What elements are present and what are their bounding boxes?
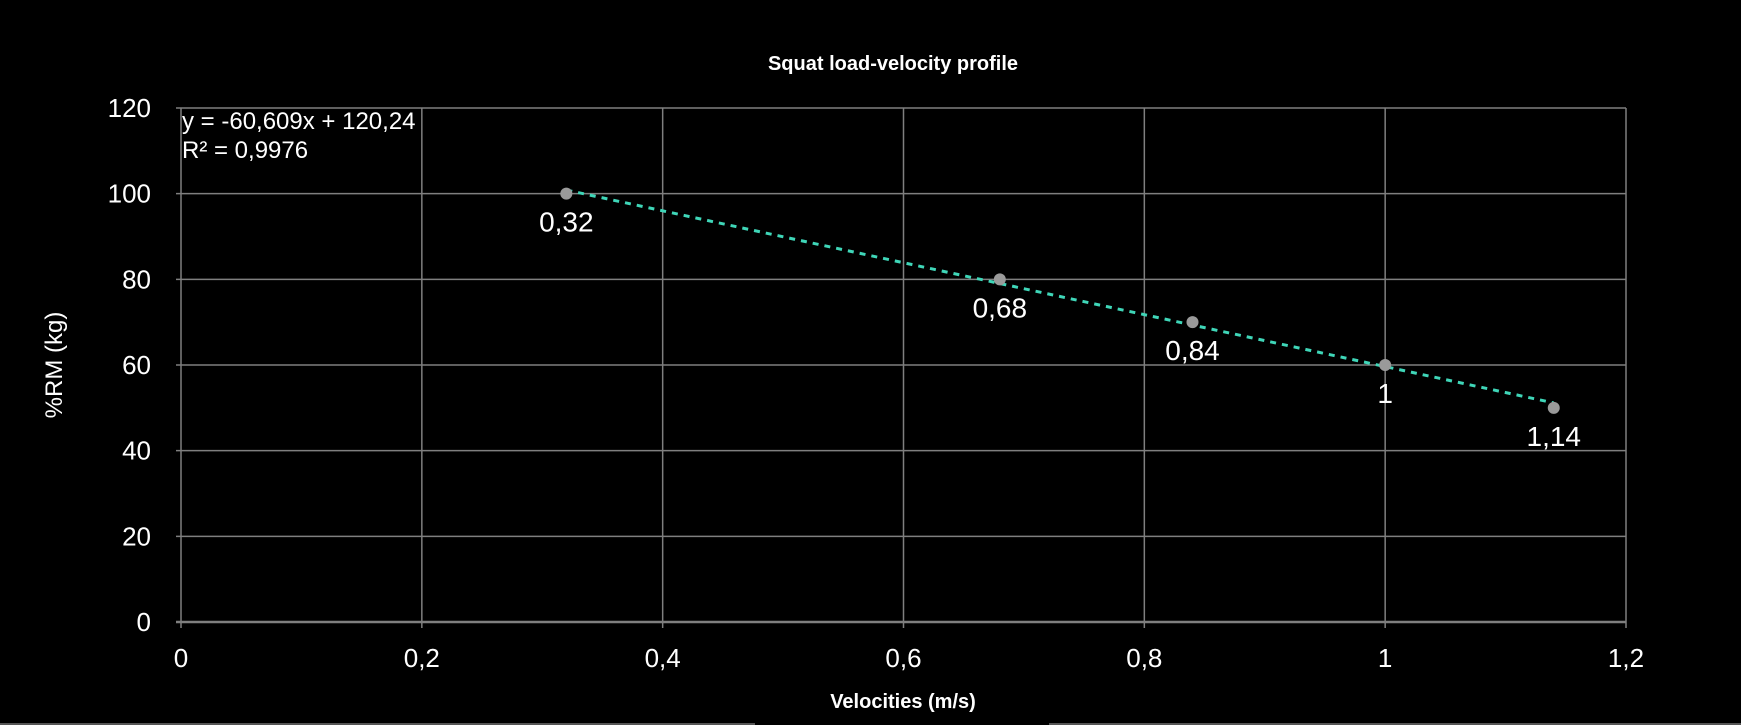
x-tick-label: 0 — [174, 643, 188, 673]
x-tick-label: 0,2 — [404, 643, 440, 673]
trendline-group — [566, 188, 1555, 405]
x-axis-title: Velocities (m/s) — [830, 691, 976, 713]
data-label: 0,68 — [973, 292, 1028, 323]
trendline-equation: y = -60,609x + 120,24 — [182, 108, 416, 135]
y-tick-label: 60 — [122, 350, 151, 380]
points-group: 0,32 0,68 0,84 1 1,14 — [539, 187, 1582, 452]
data-point — [1186, 316, 1199, 329]
x-tick-label: 0,8 — [1126, 643, 1162, 673]
chart-title: Squat load-velocity profile — [768, 53, 1018, 75]
data-point — [1547, 401, 1560, 414]
y-tick-labels: 0 20 40 60 80 100 120 — [108, 93, 151, 637]
trendline-r-squared: R² = 0,9976 — [182, 137, 308, 164]
y-axis-title: %RM (kg) — [41, 312, 68, 419]
x-tick-label: 0,6 — [885, 643, 921, 673]
y-tick-label: 120 — [108, 93, 151, 123]
grid — [176, 107, 1627, 628]
bottom-border-right — [1049, 723, 1741, 725]
y-tick-label: 100 — [108, 179, 151, 209]
data-point — [1379, 359, 1392, 371]
data-point — [993, 273, 1006, 286]
data-point — [560, 187, 573, 200]
x-tick-labels: 0 0,2 0,4 0,6 0,8 1 1,2 — [174, 643, 1644, 673]
x-tick-label: 1 — [1378, 643, 1392, 673]
y-tick-label: 40 — [122, 436, 151, 466]
data-label: 0,32 — [539, 207, 594, 238]
y-tick-label: 80 — [122, 264, 151, 294]
x-tick-label: 0,4 — [645, 643, 681, 673]
data-label: 0,84 — [1165, 335, 1220, 366]
x-tick-label: 1,2 — [1608, 643, 1644, 673]
y-tick-label: 0 — [137, 607, 151, 637]
trendline — [566, 188, 1555, 405]
y-tick-label: 20 — [122, 521, 151, 551]
data-label: 1 — [1377, 378, 1393, 409]
data-label: 1,14 — [1527, 421, 1582, 452]
bottom-border-left — [0, 723, 755, 725]
